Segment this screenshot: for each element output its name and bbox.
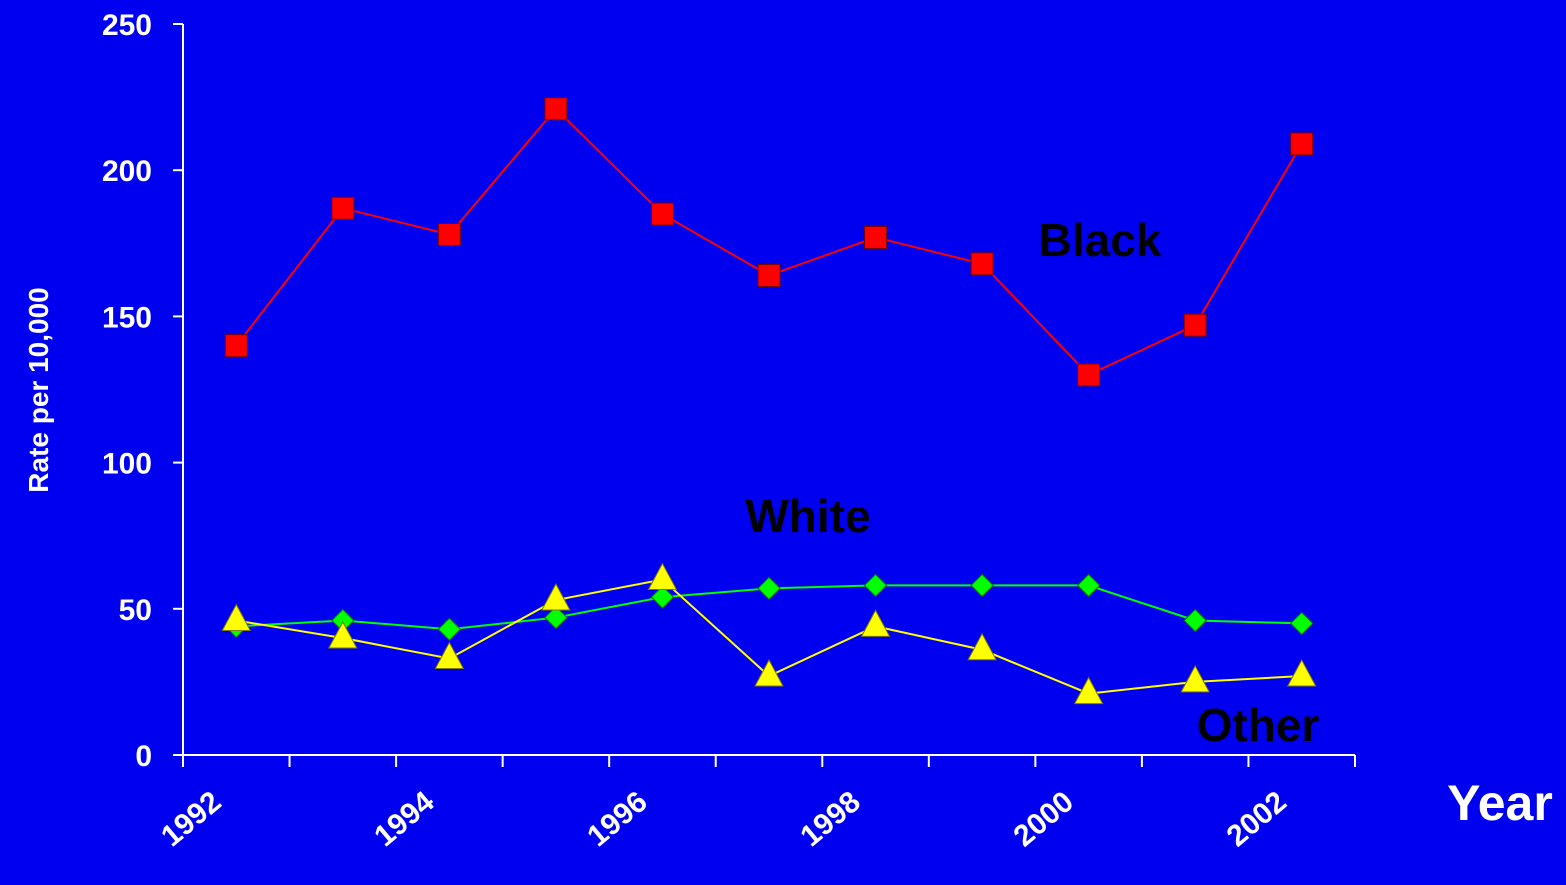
y-tick-label: 200 xyxy=(102,155,152,188)
data-point-black xyxy=(650,202,674,226)
data-point-black xyxy=(970,252,994,276)
series-markers xyxy=(221,97,1317,705)
axes xyxy=(182,24,1355,756)
data-point-black xyxy=(864,225,888,249)
x-tick-label: 2000 xyxy=(1008,785,1080,853)
data-point-other xyxy=(434,641,465,670)
data-point-black xyxy=(331,196,355,220)
data-point-black xyxy=(1077,363,1101,387)
data-point-other xyxy=(1286,658,1317,687)
y-axis-title: Rate per 10,000 xyxy=(23,287,54,492)
data-point-white xyxy=(1076,573,1101,598)
x-tick-label: 2002 xyxy=(1221,785,1293,853)
x-tick-label: 1996 xyxy=(581,785,653,853)
x-tick-label: 1994 xyxy=(368,785,441,853)
data-point-other xyxy=(860,609,891,637)
data-point-white xyxy=(1183,608,1207,633)
data-point-black xyxy=(544,97,568,121)
data-point-white xyxy=(544,605,568,630)
data-point-other xyxy=(1180,664,1211,693)
data-point-black xyxy=(1183,313,1207,337)
data-point-other xyxy=(1073,676,1104,705)
x-axis-title: Year xyxy=(1447,775,1553,831)
data-point-other xyxy=(754,658,784,687)
data-point-white xyxy=(970,573,994,598)
data-point-white xyxy=(437,617,462,641)
series-lines xyxy=(235,107,1303,695)
data-point-other xyxy=(221,603,252,631)
x-tick-label: 1992 xyxy=(155,785,227,853)
data-point-white xyxy=(1290,611,1314,636)
data-point-other xyxy=(647,562,678,591)
data-point-white xyxy=(650,585,675,609)
data-point-white xyxy=(757,576,781,601)
data-point-black xyxy=(757,263,781,287)
series-label-other: Other xyxy=(1197,699,1320,751)
data-point-black xyxy=(437,223,461,247)
data-point-other xyxy=(541,582,571,611)
x-axis-ticks: 1992 1994 1996 1998 2000 2002 xyxy=(155,755,1356,853)
y-tick-label: 100 xyxy=(102,448,152,481)
data-point-black xyxy=(1290,132,1314,156)
data-point-other xyxy=(967,632,997,661)
data-point-white xyxy=(863,573,888,598)
data-point-other xyxy=(327,620,358,649)
data-point-black xyxy=(224,334,248,358)
y-tick-label: 0 xyxy=(135,740,152,773)
series-label-white: White xyxy=(745,490,870,542)
y-tick-label: 250 xyxy=(102,9,152,42)
x-tick-label: 1998 xyxy=(794,785,866,853)
y-axis-ticks: 0 50 100 150 200 250 xyxy=(102,9,183,773)
y-tick-label: 50 xyxy=(119,594,152,627)
series-label-black: Black xyxy=(1039,214,1162,266)
y-tick-label: 150 xyxy=(102,301,152,334)
